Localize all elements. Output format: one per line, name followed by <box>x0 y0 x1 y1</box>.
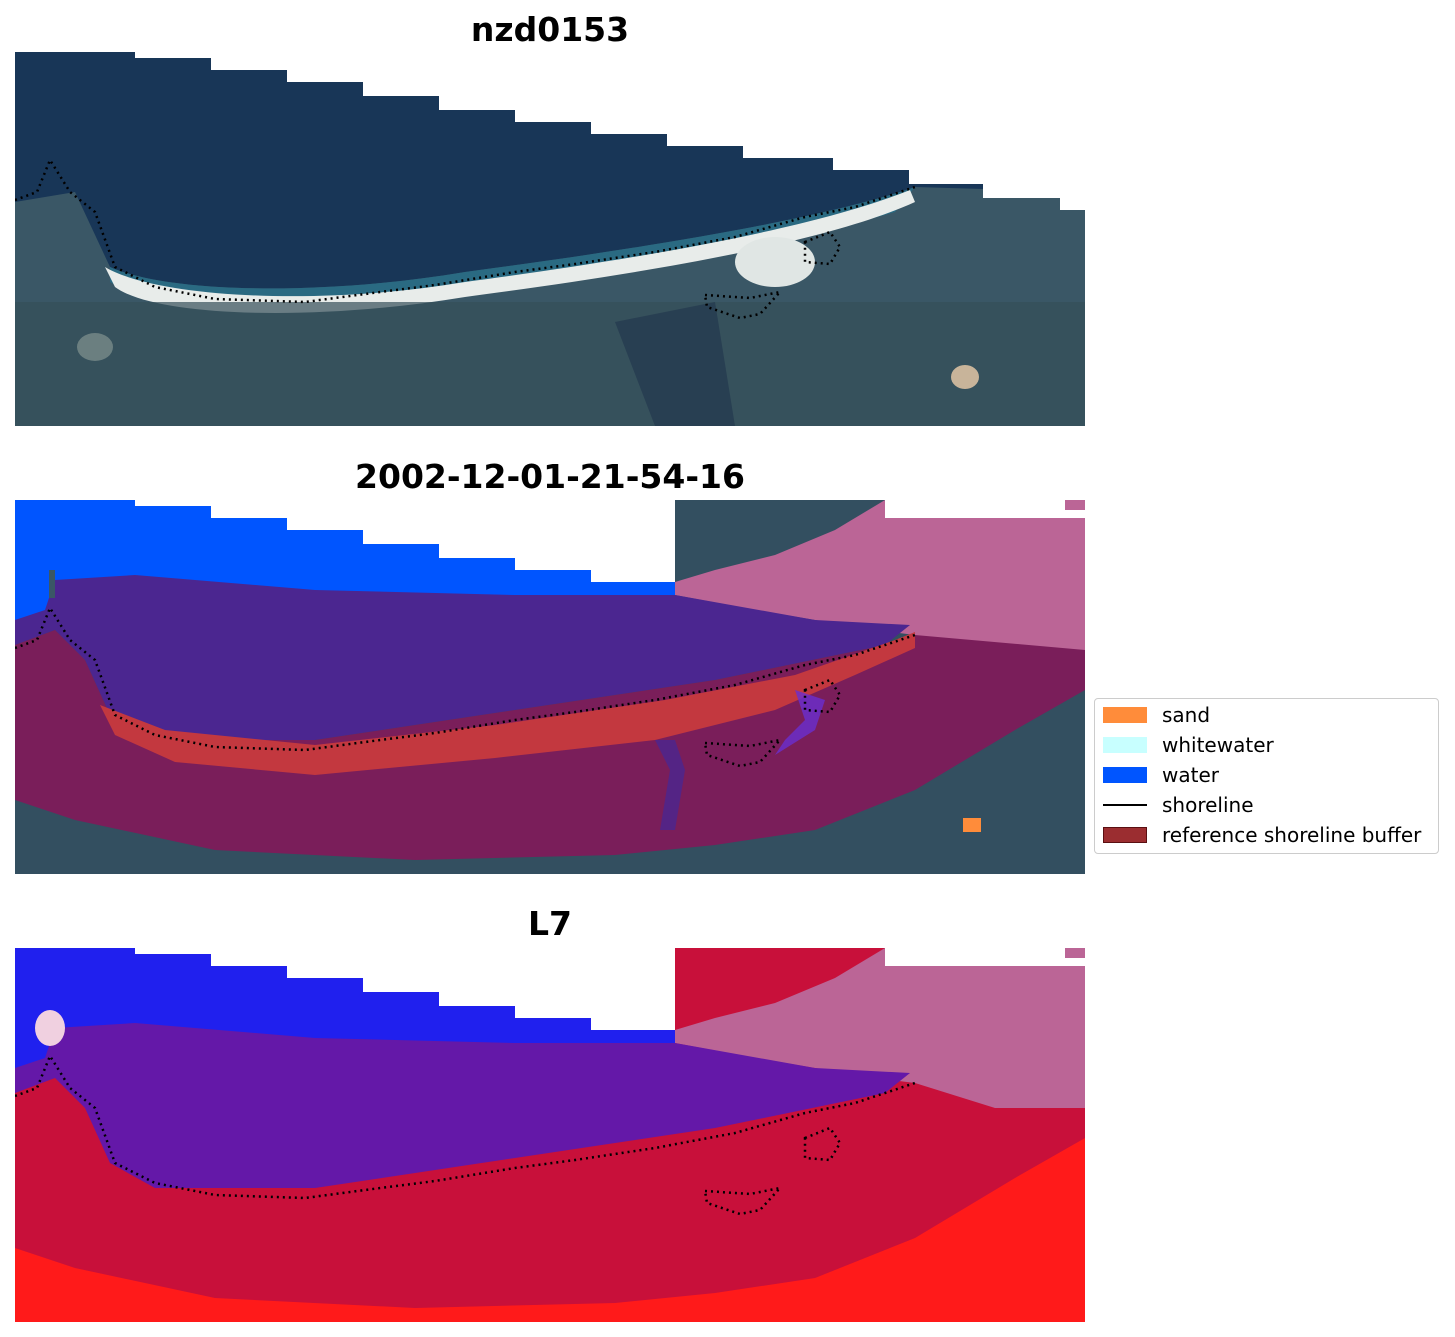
reference-buffer-swatch <box>1103 827 1147 843</box>
legend-label: water <box>1162 763 1219 787</box>
index-panel <box>15 948 1085 1322</box>
legend: sand whitewater water shoreline referenc… <box>1094 698 1439 854</box>
buffer-upper-region <box>675 500 1085 660</box>
legend-item-water: water <box>1103 763 1219 787</box>
shoreline <box>15 1053 916 1216</box>
classification-panel <box>15 500 1085 874</box>
shoreline <box>15 157 916 320</box>
legend-item-sand: sand <box>1103 703 1210 727</box>
satellite-image-panel <box>15 52 1085 426</box>
water-buffer-overlap <box>15 575 910 740</box>
legend-item-shoreline: shoreline <box>1103 793 1254 817</box>
panel-title-image: nzd0153 <box>470 10 630 49</box>
whitewater-swatch <box>1103 737 1147 753</box>
panel-title-classification: 2002-12-01-21-54-16 <box>355 457 745 496</box>
legend-label: sand <box>1162 703 1211 727</box>
panel-title-index: L7 <box>528 904 572 943</box>
legend-item-whitewater: whitewater <box>1103 733 1274 757</box>
satellite-image <box>15 52 1085 426</box>
water-swatch <box>1103 767 1147 783</box>
shoreline-swatch <box>1103 804 1147 806</box>
legend-item-reference-buffer: reference shoreline buffer <box>1103 823 1421 847</box>
legend-label: shoreline <box>1162 793 1254 817</box>
land-index-region <box>15 1138 1085 1322</box>
sand-buffer-overlap <box>100 632 915 775</box>
sand-swatch <box>1103 707 1147 723</box>
legend-label: whitewater <box>1162 733 1274 757</box>
shoreline <box>15 605 916 768</box>
sand-patch <box>963 818 981 832</box>
legend-label: reference shoreline buffer <box>1162 823 1422 847</box>
